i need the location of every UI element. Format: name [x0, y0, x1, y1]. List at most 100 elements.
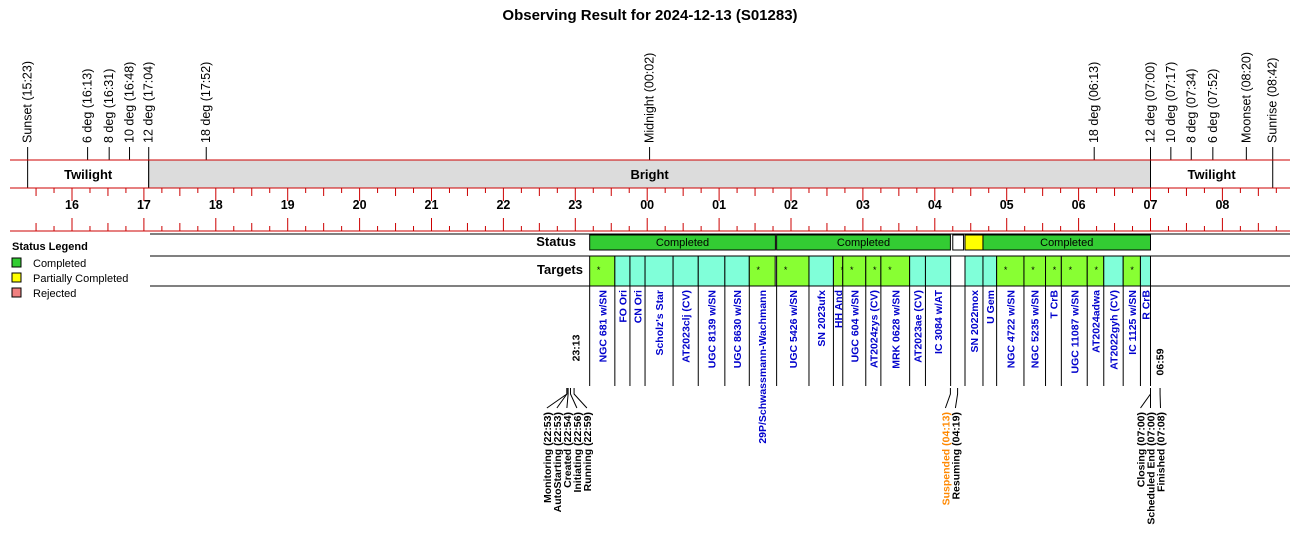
- target-bar: [672, 255, 699, 287]
- sky-event-label: 8 deg (07:34): [1184, 69, 1198, 143]
- hour-tick-label: 01: [712, 198, 726, 212]
- target-labels: NGC 681 w/SN FO Ori CN Ori Scholz's Star AT2…: [571, 286, 1167, 444]
- target-bar: [964, 255, 984, 287]
- target-name: NGC 4722 w/SN: [1005, 290, 1017, 368]
- hour-tick-label: 19: [281, 198, 295, 212]
- execution-event-leader: [573, 388, 588, 409]
- hour-tick-label: 08: [1215, 198, 1229, 212]
- hour-tick-label: 21: [425, 198, 439, 212]
- target-bar: [724, 255, 750, 287]
- sky-band-segment: [1150, 159, 1274, 189]
- target-star: *: [597, 265, 601, 275]
- execution-event-label: Resuming (04:19): [950, 412, 962, 500]
- execution-event-leader: [556, 388, 568, 409]
- sky-event-label: 6 deg (07:52): [1206, 69, 1220, 143]
- sky-band-label: Twilight: [1188, 167, 1237, 182]
- execution-event-label: Created (22:54): [562, 412, 574, 488]
- status-segment: [776, 234, 951, 251]
- status-segment-label: Completed: [837, 237, 890, 249]
- target-bar: [644, 255, 674, 287]
- target-name: AT2023clj (CV): [681, 290, 693, 363]
- target-bar: [1023, 255, 1047, 287]
- sky-band: Twilight Bright Twilight: [10, 159, 1290, 189]
- target-name: AT2024adwa: [1090, 290, 1102, 353]
- target-name: T CrB: [1048, 290, 1060, 319]
- execution-event-leader: [944, 388, 951, 409]
- target-name: UGC 604 w/SN: [849, 290, 861, 362]
- target-name: FO Ori: [617, 290, 629, 323]
- legend-label: Completed: [33, 258, 86, 270]
- execution-event-leader: [566, 388, 569, 409]
- target-star: *: [1069, 265, 1073, 275]
- status-legend: Status Legend Completed Partially Complete…: [11, 241, 128, 300]
- target-name: UGC 8630 w/SN: [732, 290, 744, 368]
- hour-tick-label: 02: [784, 198, 798, 212]
- legend-swatch: [11, 272, 22, 283]
- hour-tick-label: 17: [137, 198, 151, 212]
- sky-event-label: 18 deg (17:52): [199, 62, 213, 143]
- target-name: R CrB: [1140, 290, 1152, 320]
- execution-event-label: Finished (07:08): [1156, 412, 1168, 492]
- sky-event-label: Moonset (08:20): [1239, 52, 1253, 143]
- sky-event-label: Sunrise (08:42): [1266, 58, 1280, 143]
- target-bar: [776, 255, 810, 287]
- target-name: UGC 8139 w/SN: [707, 290, 719, 368]
- hour-tick-label: 07: [1144, 198, 1158, 212]
- status-segment: [952, 234, 965, 251]
- target-star: *: [784, 265, 788, 275]
- hour-tick-label: 00: [640, 198, 654, 212]
- sky-event-label: 6 deg (16:13): [81, 69, 95, 143]
- execution-event-leader: [954, 388, 959, 409]
- sky-event-label: 10 deg (16:48): [123, 62, 137, 143]
- sky-event-label: Midnight (00:02): [643, 53, 657, 143]
- target-star: *: [1004, 265, 1008, 275]
- target-bar: [1060, 255, 1088, 287]
- sky-event-label: 10 deg (07:17): [1164, 62, 1178, 143]
- hour-tick-label: 06: [1072, 198, 1086, 212]
- target-bar: [808, 255, 834, 287]
- status-segment-label: Completed: [656, 237, 709, 249]
- sky-event-label: 12 deg (07:00): [1144, 62, 1158, 143]
- target-bar: [1103, 255, 1124, 287]
- target-star: *: [1130, 265, 1134, 275]
- target-star: *: [888, 265, 892, 275]
- target-name: IC 1125 w/SN: [1127, 290, 1139, 355]
- status-segment: [589, 234, 776, 251]
- target-star: *: [1053, 265, 1057, 275]
- target-bar: [982, 255, 998, 287]
- target-name: HH And: [833, 290, 845, 328]
- target-star: *: [757, 265, 761, 275]
- target-star: *: [873, 265, 877, 275]
- target-name: MRK 0628 w/SN: [890, 290, 902, 369]
- sky-event-label: Sunset (15:23): [21, 61, 35, 143]
- status-target-rows: Status Targets Completed Completed Completed…: [150, 233, 1290, 287]
- target-bar: [924, 255, 952, 287]
- legend-swatch: [11, 257, 22, 268]
- target-bar: [629, 255, 646, 287]
- target-name: CN Ori: [632, 290, 644, 323]
- sky-band-label: Twilight: [64, 167, 113, 182]
- legend-label: Partially Completed: [33, 273, 128, 285]
- legend-swatch: [11, 287, 22, 298]
- target-name: IC 3084 w/AT: [933, 289, 945, 354]
- hour-tick-label: 18: [209, 198, 223, 212]
- execution-event-label: AutoStarting (22:53): [552, 412, 564, 512]
- target-name: AT2022gyh (CV): [1108, 290, 1120, 370]
- target-bar: [697, 255, 726, 287]
- target-bar: [880, 255, 911, 287]
- hour-tick-label: 22: [496, 198, 510, 212]
- target-bar: [1139, 255, 1151, 287]
- target-bar: [909, 255, 926, 287]
- status-segment-label: Completed: [1040, 237, 1093, 249]
- hour-tick-label: 23: [568, 198, 582, 212]
- execution-event-label: Initiating (22:56): [572, 412, 584, 493]
- sky-band-label: Bright: [630, 167, 669, 182]
- target-bar: [589, 255, 616, 287]
- target-name: AT2024zys (CV): [868, 290, 880, 368]
- execution-event-label: Scheduled End (07:00): [1146, 412, 1158, 525]
- sky-events: Sunset (15:23) 6 deg (16:13) 8 deg (16:31)…: [21, 52, 1280, 160]
- target-name: 29P/Schwassmann-Wachmann: [757, 290, 769, 444]
- hour-tick-label: 03: [856, 198, 870, 212]
- target-bar: [748, 255, 776, 287]
